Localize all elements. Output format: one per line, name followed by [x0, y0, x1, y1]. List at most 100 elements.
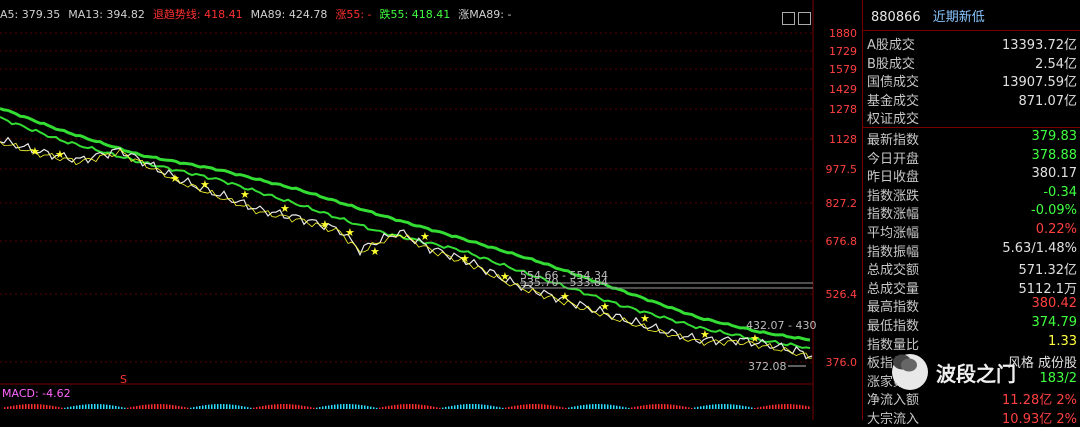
macd-bar — [673, 404, 675, 409]
macd-bar — [577, 405, 579, 409]
macd-bar — [241, 406, 243, 409]
macd-bar — [709, 404, 711, 409]
info-row: 国债成交 13907.59亿 — [863, 71, 1080, 90]
macd-bar — [274, 404, 276, 409]
signal-star: ★ — [280, 202, 290, 215]
macd-bar — [370, 406, 372, 409]
zoom-out-button[interactable] — [798, 12, 811, 25]
macd-bar — [94, 404, 96, 409]
macd-bar — [775, 404, 777, 409]
macd-bar — [493, 406, 495, 409]
signal-stars: ★ ★ ★ ★ ★ ★ ★ ★ ★ ★ ★ ★ ★ ★ ★ ★ ★ — [30, 145, 760, 345]
info-value: 571.32亿 — [1018, 263, 1078, 279]
macd-bar — [451, 405, 453, 409]
macd-bar — [109, 405, 111, 409]
macd-bar — [79, 405, 81, 409]
macd-bar — [742, 405, 744, 409]
macd-bar — [658, 404, 660, 409]
info-label: 总成交量 — [867, 281, 920, 297]
macd-bar — [382, 407, 384, 409]
macd-bar — [28, 404, 30, 409]
chart-panel[interactable]: A5: 379.35 MA13: 394.82 退趋势线: 418.41 MA89: … — [0, 0, 862, 420]
signal-star: ★ — [600, 300, 610, 313]
recent-high-label: 432.07 - 430 — [746, 319, 816, 332]
signal-star: ★ — [640, 312, 650, 325]
macd-bar — [727, 404, 729, 409]
info-value: 1.33 — [1048, 333, 1077, 349]
macd-bar — [385, 406, 387, 409]
macd-bar — [19, 404, 21, 409]
macd-bar — [748, 406, 750, 409]
macd-bar — [667, 404, 669, 409]
macd-bar — [295, 404, 297, 409]
index-info-panel: 880866 近期新低 A股成交 13393.72亿 B股成交 2.54亿 国债成交 13… — [862, 0, 1080, 427]
macd-bar — [754, 407, 756, 409]
divider — [863, 127, 1080, 128]
macd-bar — [796, 404, 798, 409]
info-row: 指数振幅 5.63/1.48% — [863, 241, 1080, 260]
macd-bar — [145, 404, 147, 409]
macd-bar — [526, 404, 528, 409]
macd-bar — [31, 404, 33, 409]
info-value: 2.54亿 — [1035, 56, 1077, 72]
info-value: 374.79 — [1031, 315, 1078, 330]
macd-bar — [130, 407, 132, 409]
macd-bar — [694, 407, 696, 409]
macd-bar — [781, 404, 783, 409]
info-value: -0.34 — [1043, 184, 1077, 200]
info-label: 最高指数 — [867, 300, 920, 316]
macd-bar — [355, 404, 357, 409]
macd-bar — [202, 405, 204, 409]
macd-label: MACD: -4.62 — [2, 387, 71, 400]
macd-bar — [115, 405, 117, 409]
macd-bar — [484, 404, 486, 409]
macd-bar — [178, 405, 180, 409]
info-value: 风格 成份股 — [1007, 356, 1077, 372]
info-row: 平均涨幅 0.22% — [863, 222, 1080, 241]
macd-bar — [403, 404, 405, 409]
macd-bar — [766, 405, 768, 409]
macd-bar — [106, 404, 108, 409]
macd-bar — [475, 404, 477, 409]
macd-bar — [139, 405, 141, 409]
info-value: -0.09% — [1031, 203, 1077, 219]
macd-bar — [466, 404, 468, 409]
macd-bar — [25, 404, 27, 409]
macd-bar — [256, 407, 258, 409]
signal-star: ★ — [700, 328, 710, 341]
macd-bar — [388, 405, 390, 409]
macd-bar — [508, 406, 510, 409]
macd-bar — [547, 404, 549, 409]
macd-bar — [421, 404, 423, 409]
macd-bar — [211, 404, 213, 409]
macd-bar — [319, 407, 321, 409]
macd-bar — [499, 407, 501, 409]
macd-bar — [262, 405, 264, 409]
macd-bar — [751, 407, 753, 409]
macd-bar — [652, 404, 654, 409]
zoom-in-button[interactable] — [782, 12, 795, 25]
macd-bar — [103, 404, 105, 409]
macd-bar — [205, 405, 207, 409]
macd-bar — [412, 404, 414, 409]
macd-bar — [517, 405, 519, 409]
macd-bar — [406, 404, 408, 409]
macd-bar — [232, 404, 234, 409]
info-row: 指数量比 1.33 — [863, 333, 1080, 353]
macd-bar — [157, 404, 159, 409]
info-value: 0.22% — [1035, 222, 1077, 237]
price-chart-svg[interactable]: 1880 1729 1579 1429 1278 1128 977.5 827.2 676.8 5… — [0, 0, 862, 420]
macd-bar — [175, 405, 177, 409]
macd-bar — [151, 404, 153, 409]
macd-bar — [520, 404, 522, 409]
macd-bar — [469, 404, 471, 409]
macd-bar — [679, 405, 681, 409]
macd-bar — [286, 404, 288, 409]
signal-star: ★ — [370, 245, 380, 258]
macd-bar — [391, 405, 393, 409]
price-tick-label: 676.8 — [826, 235, 858, 248]
signal-star: ★ — [320, 218, 330, 231]
signal-star: ★ — [170, 172, 180, 185]
signal-star: ★ — [200, 178, 210, 191]
info-label: 指数量比 — [867, 337, 920, 353]
